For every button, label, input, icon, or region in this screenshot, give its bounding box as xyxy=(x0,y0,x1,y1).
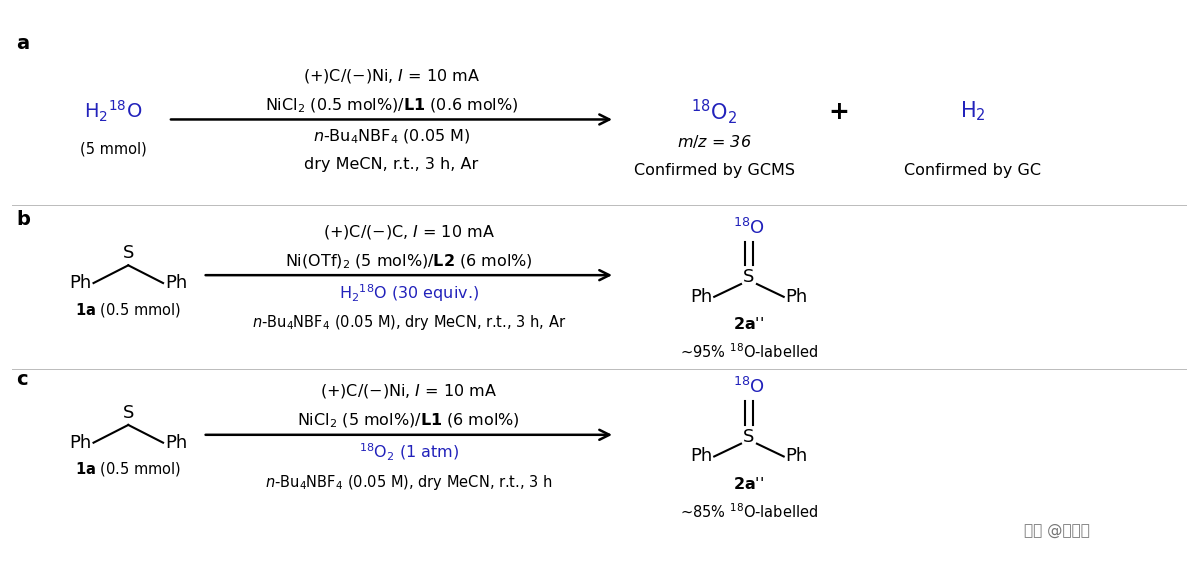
Text: S: S xyxy=(743,268,755,286)
Text: (5 mmol): (5 mmol) xyxy=(80,141,146,157)
Text: Ph: Ph xyxy=(786,288,808,306)
Text: S: S xyxy=(743,428,755,446)
Text: $n$-Bu$_4$NBF$_4$ (0.05 M): $n$-Bu$_4$NBF$_4$ (0.05 M) xyxy=(313,128,470,146)
Text: H$_2$$^{18}$O (30 equiv.): H$_2$$^{18}$O (30 equiv.) xyxy=(338,282,479,304)
Text: H$_2$: H$_2$ xyxy=(960,100,985,124)
Text: $\bf{2a}$'': $\bf{2a}$'' xyxy=(733,316,764,332)
Text: NiCl$_2$ (0.5 mol%)/$\bf{L1}$ (0.6 mol%): NiCl$_2$ (0.5 mol%)/$\bf{L1}$ (0.6 mol%) xyxy=(265,97,518,115)
Text: a: a xyxy=(16,34,29,53)
Text: Ph: Ph xyxy=(166,274,187,292)
Text: $\bf{1a}$ (0.5 mmol): $\bf{1a}$ (0.5 mmol) xyxy=(76,460,181,478)
Text: Confirmed by GC: Confirmed by GC xyxy=(904,163,1040,178)
Text: (+)C/(−)Ni, $\it{I}$ = 10 mA: (+)C/(−)Ni, $\it{I}$ = 10 mA xyxy=(302,67,480,85)
Text: S: S xyxy=(122,404,134,422)
Text: (+)C/(−)C, $\it{I}$ = 10 mA: (+)C/(−)C, $\it{I}$ = 10 mA xyxy=(323,223,494,241)
Text: Ni(OTf)$_2$ (5 mol%)/$\bf{L2}$ (6 mol%): Ni(OTf)$_2$ (5 mol%)/$\bf{L2}$ (6 mol%) xyxy=(284,252,533,271)
Text: ~85% $^{18}$O-labelled: ~85% $^{18}$O-labelled xyxy=(680,502,818,521)
Text: +: + xyxy=(828,100,848,124)
Text: H$_2$$^{18}$O: H$_2$$^{18}$O xyxy=(84,99,143,124)
Text: NiCl$_2$ (5 mol%)/$\bf{L1}$ (6 mol%): NiCl$_2$ (5 mol%)/$\bf{L1}$ (6 mol%) xyxy=(298,412,521,430)
Text: Ph: Ph xyxy=(786,447,808,466)
Text: Confirmed by GCMS: Confirmed by GCMS xyxy=(634,163,794,178)
Text: $^{18}$O: $^{18}$O xyxy=(733,217,764,238)
Text: S: S xyxy=(122,244,134,263)
Text: Ph: Ph xyxy=(70,274,91,292)
Text: Ph: Ph xyxy=(690,288,713,306)
Text: $^{18}$O$_2$: $^{18}$O$_2$ xyxy=(691,97,737,126)
Text: (+)C/(−)Ni, $\it{I}$ = 10 mA: (+)C/(−)Ni, $\it{I}$ = 10 mA xyxy=(320,383,497,400)
Text: 头条 @化学加: 头条 @化学加 xyxy=(1024,523,1090,538)
Text: dry MeCN, r.t., 3 h, Ar: dry MeCN, r.t., 3 h, Ar xyxy=(305,157,479,172)
Text: $^{18}$O: $^{18}$O xyxy=(733,378,764,398)
Text: $n$-Bu$_4$NBF$_4$ (0.05 M), dry MeCN, r.t., 3 h, Ar: $n$-Bu$_4$NBF$_4$ (0.05 M), dry MeCN, r.… xyxy=(252,313,566,332)
Text: Ph: Ph xyxy=(166,434,187,452)
Text: $n$-Bu$_4$NBF$_4$ (0.05 M), dry MeCN, r.t., 3 h: $n$-Bu$_4$NBF$_4$ (0.05 M), dry MeCN, r.… xyxy=(265,472,553,491)
Text: $m/z$ = 36: $m/z$ = 36 xyxy=(677,133,751,150)
Text: Ph: Ph xyxy=(70,434,91,452)
Text: Ph: Ph xyxy=(690,447,713,466)
Text: $\bf{2a}$'': $\bf{2a}$'' xyxy=(733,476,764,492)
Text: b: b xyxy=(16,210,30,229)
Text: ~95% $^{18}$O-labelled: ~95% $^{18}$O-labelled xyxy=(680,343,818,362)
Text: $\bf{1a}$ (0.5 mmol): $\bf{1a}$ (0.5 mmol) xyxy=(76,301,181,319)
Text: c: c xyxy=(16,370,28,389)
Text: $^{18}$O$_2$ (1 atm): $^{18}$O$_2$ (1 atm) xyxy=(359,442,460,463)
